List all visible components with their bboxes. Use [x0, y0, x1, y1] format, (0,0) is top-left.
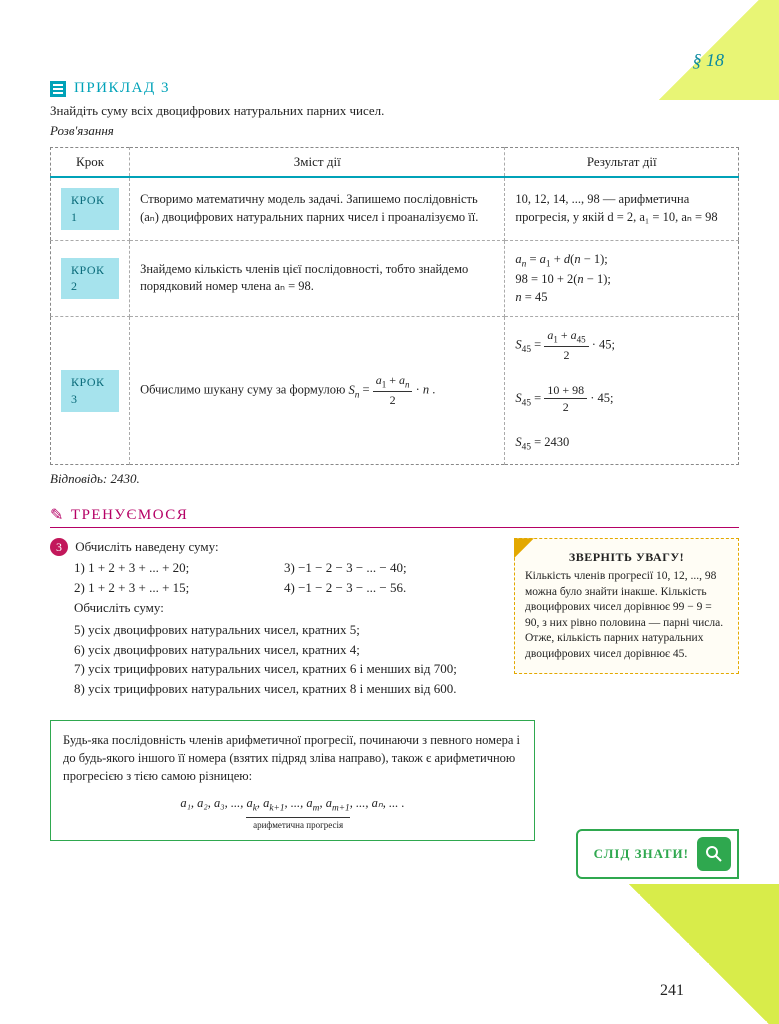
train-intro: Обчисліть наведену суму: — [75, 539, 218, 554]
train-header: ✎ ТРЕНУЄМОСЯ — [50, 505, 739, 528]
step-badge: КРОК 1 — [61, 188, 119, 230]
solution-table: Крок Зміст дії Результат дії КРОК 1 Ство… — [50, 147, 739, 465]
note-icon — [50, 81, 66, 97]
list-item: 6) усіх двоцифрових натуральних чисел, к… — [74, 640, 500, 660]
list-item: 8) усіх трицифрових натуральних чисел, к… — [74, 679, 500, 699]
underbrace: ak, ak+1, ..., am, am+1 — [246, 794, 349, 830]
train-label: ТРЕНУЄМОСЯ — [71, 507, 188, 524]
theorem-box: Будь-яка послідовність членів арифметичн… — [50, 720, 535, 840]
exercise-item: 4) −1 − 2 − 3 − ... − 56. — [284, 580, 454, 596]
step-result: an = a1 + d(n − 1); 98 = 10 + 2(n − 1); … — [505, 240, 739, 317]
table-row: КРОК 1 Створимо математичну модель задач… — [51, 177, 739, 240]
step-content-prefix: Обчислимо шукану суму за формулою — [140, 383, 348, 397]
example-header: ПРИКЛАД 3 — [50, 80, 739, 97]
step-result: 10, 12, 14, ..., 98 — арифметична прогре… — [505, 177, 739, 240]
page-number: 241 — [660, 982, 684, 1000]
step-badge: КРОК 3 — [61, 370, 119, 412]
fraction: a1 + an2 — [373, 372, 413, 409]
attention-title: ЗВЕРНІТЬ УВАГУ! — [525, 549, 728, 565]
step-content: Знайдемо кількість членів цієї послідовн… — [130, 240, 505, 317]
example-label: ПРИКЛАД 3 — [74, 80, 170, 97]
theorem-formula: a₁, a₂, a₃, ..., ak, ak+1, ..., am, am+1… — [63, 794, 522, 830]
answer-text: Відповідь: 2430. — [50, 471, 739, 487]
attention-box: ЗВЕРНІТЬ УВАГУ! Кількість членів прогрес… — [514, 538, 739, 673]
problem-statement: Знайдіть суму всіх двоцифрових натуральн… — [50, 103, 739, 119]
solution-label: Розв'язання — [50, 123, 739, 139]
task-number-circle: 3 — [50, 538, 68, 556]
list-item: 7) усіх трицифрових натуральних чисел, к… — [74, 659, 500, 679]
exercise-item: 2) 1 + 2 + 3 + ... + 15; — [74, 580, 244, 596]
magnify-icon — [697, 837, 731, 871]
th-content: Зміст дії — [130, 148, 505, 178]
pencil-icon: ✎ — [50, 505, 65, 525]
attention-text: Кількість членів прогресії 10, 12, ..., … — [525, 569, 728, 662]
th-step: Крок — [51, 148, 130, 178]
exercise-item: 3) −1 − 2 − 3 − ... − 40; — [284, 560, 454, 576]
step-content: Створимо математичну модель задачі. Запи… — [130, 177, 505, 240]
train-body: 3 Обчисліть наведену суму: 1) 1 + 2 + 3 … — [50, 538, 739, 702]
formula-tail: , ..., aₙ, ... . — [350, 796, 405, 810]
th-result: Результат дії — [505, 148, 739, 178]
theorem-text: Будь-яка послідовність членів арифметичн… — [63, 731, 522, 785]
train-intro2: Обчисліть суму: — [50, 600, 500, 616]
exercise-item: 1) 1 + 2 + 3 + ... + 20; — [74, 560, 244, 576]
step-content: Обчислимо шукану суму за формулою Sn = a… — [130, 317, 505, 465]
know-label: СЛІД ЗНАТИ! — [594, 846, 689, 862]
formula-head: a₁, a₂, a₃, ..., — [180, 796, 246, 810]
section-number: § 18 — [693, 50, 725, 71]
table-row: КРОК 2 Знайдемо кількість членів цієї по… — [51, 240, 739, 317]
table-row: КРОК 3 Обчислимо шукану суму за формулою… — [51, 317, 739, 465]
step-badge: КРОК 2 — [61, 258, 119, 300]
page-content: § 18 ПРИКЛАД 3 Знайдіть суму всіх двоциф… — [0, 0, 779, 1024]
step-result: S45 = a1 + a452 · 45; S45 = 10 + 982 · 4… — [505, 317, 739, 465]
exercise-sublist: 5) усіх двоцифрових натуральних чисел, к… — [50, 620, 500, 698]
train-left: 3 Обчисліть наведену суму: 1) 1 + 2 + 3 … — [50, 538, 500, 702]
know-badge: СЛІД ЗНАТИ! — [576, 829, 739, 879]
list-item: 5) усіх двоцифрових натуральних чисел, к… — [74, 620, 500, 640]
